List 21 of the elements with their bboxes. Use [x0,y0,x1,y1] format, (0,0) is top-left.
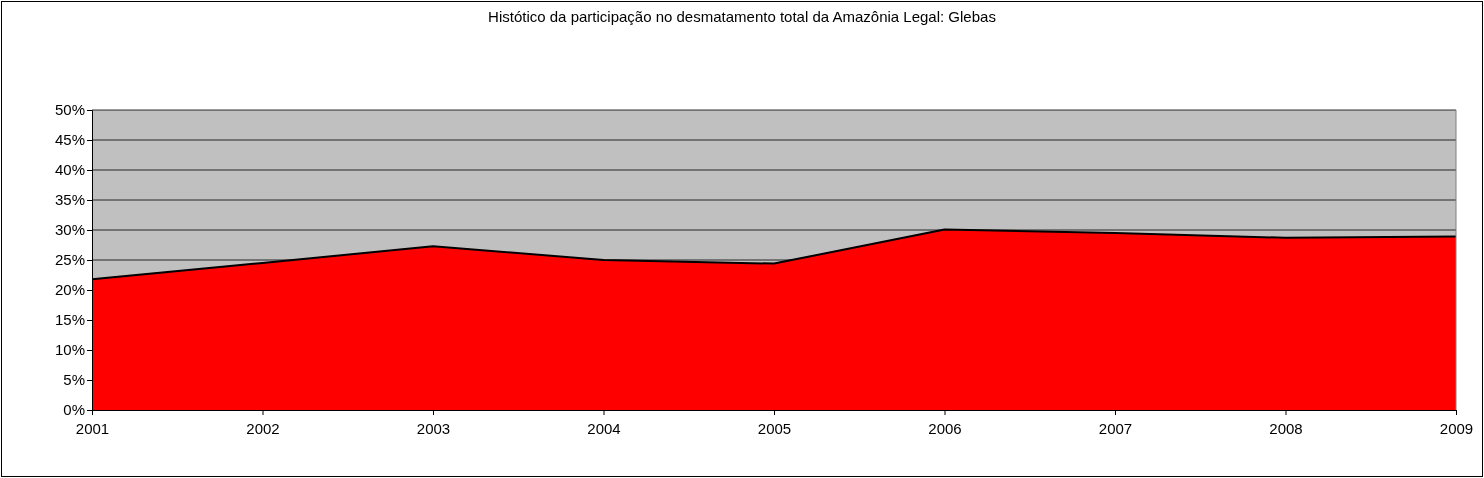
x-tick-label: 2007 [1098,419,1133,437]
chart-title: Histótico da participação no desmatamento total da Amazônia Legal: Glebas [488,8,996,25]
y-tick-label: 0% [63,401,85,419]
y-tick-label: 15% [54,311,85,329]
x-tick-label: 2008 [1269,419,1303,437]
x-tick-label: 2001 [75,419,110,437]
x-tick-label: 2005 [757,419,792,437]
y-tick-label: 45% [54,131,85,149]
y-tick-label: 35% [54,191,85,209]
x-tick-label: 2004 [587,419,621,437]
y-tick-label: 10% [54,341,85,359]
x-tick-label: 2006 [928,419,962,437]
x-tick-label: 2003 [416,419,451,437]
y-tick-label: 5% [63,371,85,389]
y-tick-label: 40% [54,161,85,179]
x-tick-label: 2002 [246,419,280,437]
y-tick-label: 25% [54,251,85,269]
y-tick-label: 50% [54,101,85,119]
y-tick-label: 30% [54,221,85,239]
y-tick-label: 20% [54,281,85,299]
x-tick-label: 2009 [1439,419,1474,437]
